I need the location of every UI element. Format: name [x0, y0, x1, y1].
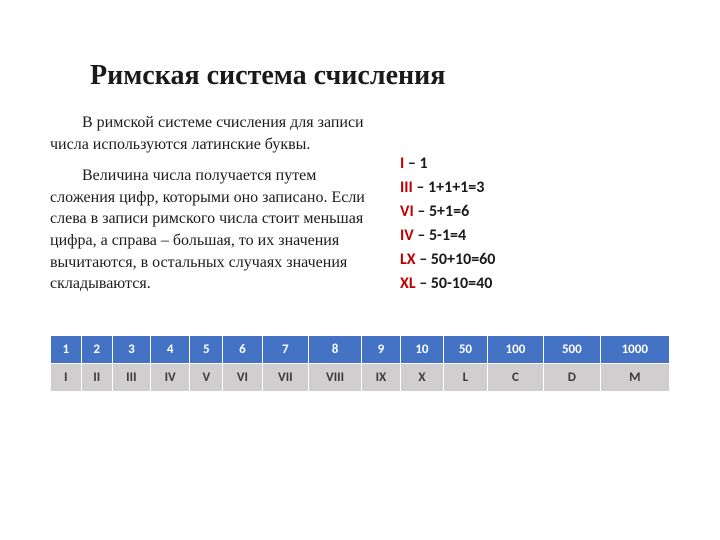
table-header-cell: 2: [81, 335, 112, 363]
example-line: IV – 5-1=4: [400, 224, 670, 248]
example-line: XL – 50-10=40: [400, 272, 670, 296]
example-rest: – 5+1=6: [414, 202, 469, 221]
example-line: LX – 50+10=60: [400, 248, 670, 272]
table-body-cell: IX: [362, 363, 401, 391]
table-body-cell: L: [444, 363, 488, 391]
roman-numerals-table: 12345678910501005001000 IIIIIIIVVVIVIIVI…: [50, 335, 670, 392]
example-line: I – 1: [400, 152, 670, 176]
page-title: Римская система счисления: [90, 60, 670, 92]
table-header-cell: 500: [544, 335, 600, 363]
example-roman: IV: [400, 226, 414, 245]
example-rest: – 1: [404, 154, 427, 173]
example-roman: LX: [400, 250, 416, 269]
table-body-cell: VIII: [309, 363, 362, 391]
example-roman: XL: [400, 274, 416, 293]
example-line: III – 1+1+1=3: [400, 176, 670, 200]
table-body-cell: M: [600, 363, 669, 391]
table-body-cell: X: [400, 363, 444, 391]
table-body-cell: II: [81, 363, 112, 391]
description-column: В римской системе счисления для записи ч…: [50, 112, 370, 305]
examples-column: I – 1III – 1+1+1=3VI – 5+1=6IV – 5-1=4LX…: [400, 112, 670, 305]
table-header-cell: 8: [309, 335, 362, 363]
table-header-cell: 9: [362, 335, 401, 363]
content-row: В римской системе счисления для записи ч…: [50, 112, 670, 305]
table-header-cell: 6: [223, 335, 263, 363]
paragraph-2: Величина числа получается путем сложения…: [50, 165, 370, 295]
table-body-cell: V: [190, 363, 223, 391]
example-rest: – 50-10=40: [416, 274, 493, 293]
example-rest: – 1+1+1=3: [413, 178, 485, 197]
table-body-cell: IV: [150, 363, 190, 391]
example-line: VI – 5+1=6: [400, 200, 670, 224]
table-header-cell: 50: [444, 335, 488, 363]
example-roman: VI: [400, 202, 414, 221]
table-header-cell: 5: [190, 335, 223, 363]
table-header-cell: 7: [262, 335, 308, 363]
table-body-row: IIIIIIIVVVIVIIVIIIIXXLCDM: [51, 363, 670, 391]
example-rest: – 50+10=60: [416, 250, 496, 269]
table-body-cell: VI: [223, 363, 263, 391]
table-header-cell: 10: [400, 335, 444, 363]
table-body-cell: C: [487, 363, 543, 391]
table-header-cell: 100: [487, 335, 543, 363]
example-roman: III: [400, 178, 413, 197]
table-body-cell: D: [544, 363, 600, 391]
table-body-cell: VII: [262, 363, 308, 391]
table-header-cell: 3: [112, 335, 150, 363]
table-header-cell: 1000: [600, 335, 669, 363]
table-body-cell: I: [51, 363, 82, 391]
table-header-cell: 1: [51, 335, 82, 363]
table-header-row: 12345678910501005001000: [51, 335, 670, 363]
example-rest: – 5-1=4: [414, 226, 466, 245]
table-body-cell: III: [112, 363, 150, 391]
paragraph-1: В римской системе счисления для записи ч…: [50, 112, 370, 155]
table-header-cell: 4: [150, 335, 190, 363]
